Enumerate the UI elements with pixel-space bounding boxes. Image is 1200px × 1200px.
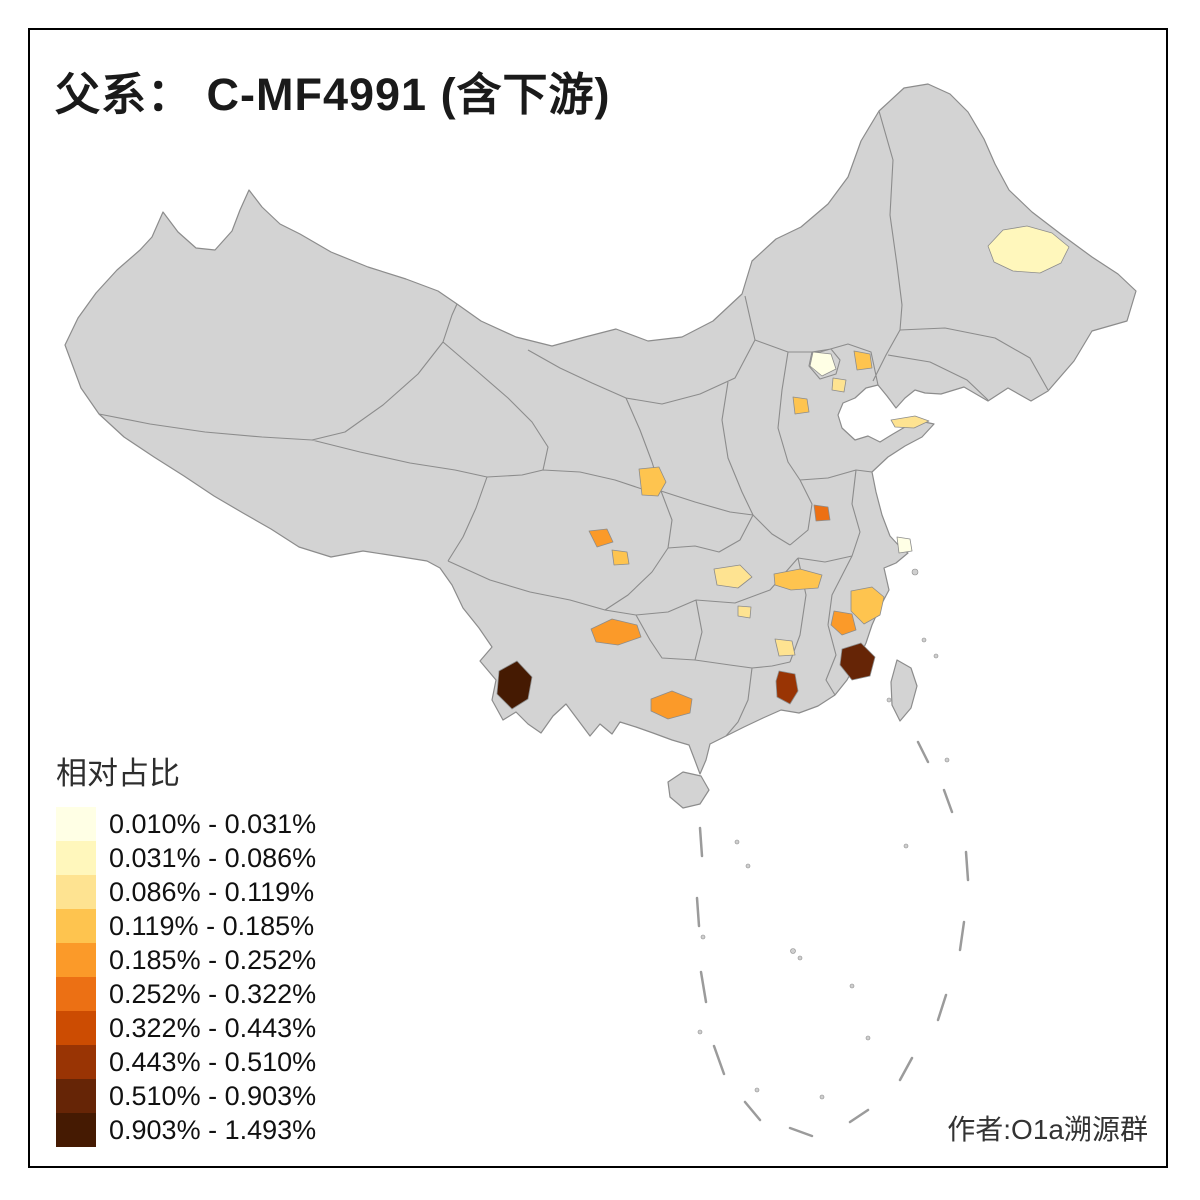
islet xyxy=(734,839,740,845)
legend-label: 0.252% - 0.322% xyxy=(109,978,317,1009)
region-sichuan-north xyxy=(588,528,614,548)
legend-row: 0.031% - 0.086% xyxy=(56,841,316,875)
legend: 相对占比 0.010% - 0.031% 0.031% - 0.086% 0.086… xyxy=(56,748,316,1147)
region-guizhou xyxy=(590,618,642,646)
province-borders xyxy=(98,110,1049,737)
islet xyxy=(944,757,950,763)
legend-label: 0.086% - 0.119% xyxy=(109,876,315,907)
page-title: 父系： C-MF4991 (含下游) xyxy=(55,69,611,120)
islet xyxy=(921,637,927,643)
legend-row: 0.510% - 0.903% xyxy=(56,1079,316,1113)
region-henan xyxy=(813,504,831,522)
legend-label: 0.510% - 0.903% xyxy=(109,1080,317,1111)
colored-regions xyxy=(496,225,1070,720)
legend-swatch xyxy=(56,875,96,909)
legend-swatch xyxy=(56,841,96,875)
legend-row: 0.185% - 0.252% xyxy=(56,943,316,977)
islet xyxy=(933,653,939,659)
islet xyxy=(911,568,919,576)
legend-row: 0.903% - 1.493% xyxy=(56,1113,316,1147)
legend-row: 0.086% - 0.119% xyxy=(56,875,316,909)
region-heilongjiang xyxy=(987,225,1070,274)
region-shanghai xyxy=(896,536,913,554)
legend-label: 0.185% - 0.252% xyxy=(109,944,317,975)
legend-swatch xyxy=(56,1113,96,1147)
legend-swatch xyxy=(56,909,96,943)
china-base xyxy=(64,83,1137,809)
legend-row: 0.322% - 0.443% xyxy=(56,1011,316,1045)
legend-rows: 0.010% - 0.031% 0.031% - 0.086% 0.086% - 0… xyxy=(56,807,316,1147)
legend-swatch xyxy=(56,1045,96,1079)
region-guangdong-east xyxy=(775,670,799,705)
islet xyxy=(865,1035,871,1041)
attribution: 作者:O1a溯源群 xyxy=(947,1114,1148,1145)
region-yunnan-west xyxy=(496,660,533,710)
region-fujian-south xyxy=(839,642,876,681)
region-guangxi xyxy=(650,690,693,720)
islet xyxy=(745,863,751,869)
islet xyxy=(790,948,796,954)
region-shandong-tip xyxy=(890,415,930,429)
islet xyxy=(754,1087,760,1093)
legend-label: 0.443% - 0.510% xyxy=(109,1046,317,1077)
legend-swatch xyxy=(56,1011,96,1045)
islet xyxy=(697,1029,703,1035)
region-sichuan-east xyxy=(611,549,630,566)
islet xyxy=(819,1094,825,1100)
region-zhejiang xyxy=(850,586,885,625)
islet xyxy=(903,843,909,849)
region-hunan-south xyxy=(774,638,796,657)
legend-swatch xyxy=(56,1079,96,1113)
region-hebei-south xyxy=(792,396,810,415)
region-beijing xyxy=(809,351,837,377)
hainan-island xyxy=(667,771,710,809)
legend-swatch xyxy=(56,807,96,841)
legend-swatch xyxy=(56,943,96,977)
islet xyxy=(849,983,855,989)
legend-swatch xyxy=(56,977,96,1011)
legend-label: 0.322% - 0.443% xyxy=(109,1012,317,1043)
islet xyxy=(700,934,706,940)
region-hebei-coast xyxy=(853,350,873,371)
legend-row: 0.443% - 0.510% xyxy=(56,1045,316,1079)
legend-row: 0.119% - 0.185% xyxy=(56,909,316,943)
sea-islets xyxy=(697,568,950,1100)
legend-title: 相对占比 xyxy=(56,756,180,791)
region-hubei-west xyxy=(713,564,753,589)
islet xyxy=(886,697,892,703)
mainland-outline xyxy=(64,83,1137,775)
taiwan-island xyxy=(890,659,918,722)
province-border-lines xyxy=(98,110,1049,737)
region-shaanxi xyxy=(638,466,667,497)
region-hunan-north xyxy=(773,568,823,591)
legend-label: 0.903% - 1.493% xyxy=(109,1114,317,1145)
legend-label: 0.010% - 0.031% xyxy=(109,808,317,839)
legend-label: 0.119% - 0.185% xyxy=(109,910,315,941)
islet xyxy=(797,955,803,961)
region-hebei-east xyxy=(831,377,847,393)
legend-row: 0.010% - 0.031% xyxy=(56,807,316,841)
dash-segments xyxy=(695,740,970,1138)
region-fujian-north xyxy=(830,610,857,636)
legend-label: 0.031% - 0.086% xyxy=(109,842,317,873)
legend-row: 0.252% - 0.322% xyxy=(56,977,316,1011)
south-china-sea-dash-line xyxy=(695,740,970,1138)
region-hubei-south xyxy=(737,605,752,619)
